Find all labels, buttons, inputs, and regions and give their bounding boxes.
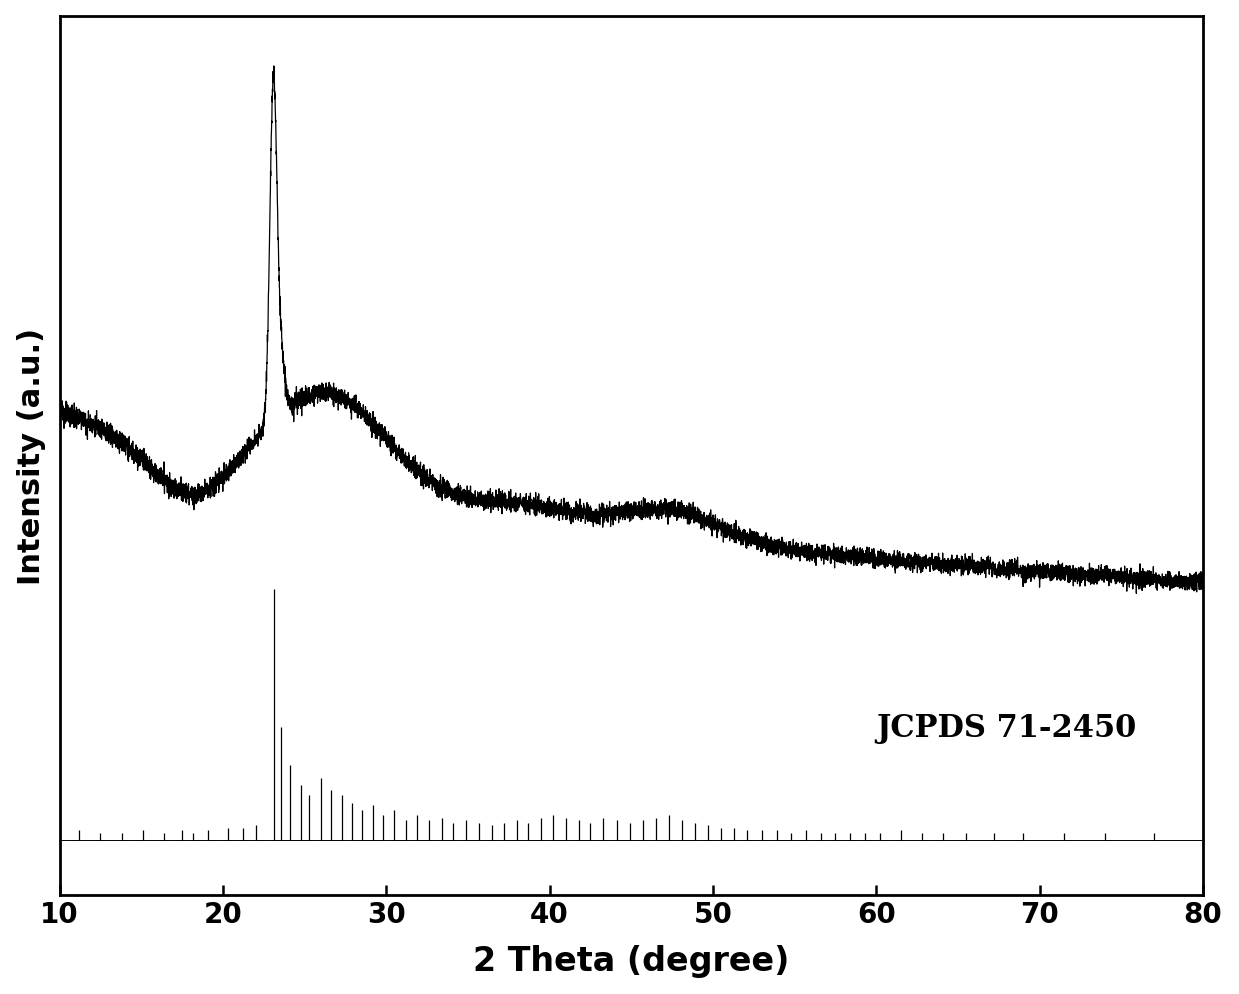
Y-axis label: Intensity (a.u.): Intensity (a.u.) bbox=[16, 327, 46, 584]
X-axis label: 2 Theta (degree): 2 Theta (degree) bbox=[473, 944, 789, 977]
Text: JCPDS 71-2450: JCPDS 71-2450 bbox=[876, 712, 1136, 743]
